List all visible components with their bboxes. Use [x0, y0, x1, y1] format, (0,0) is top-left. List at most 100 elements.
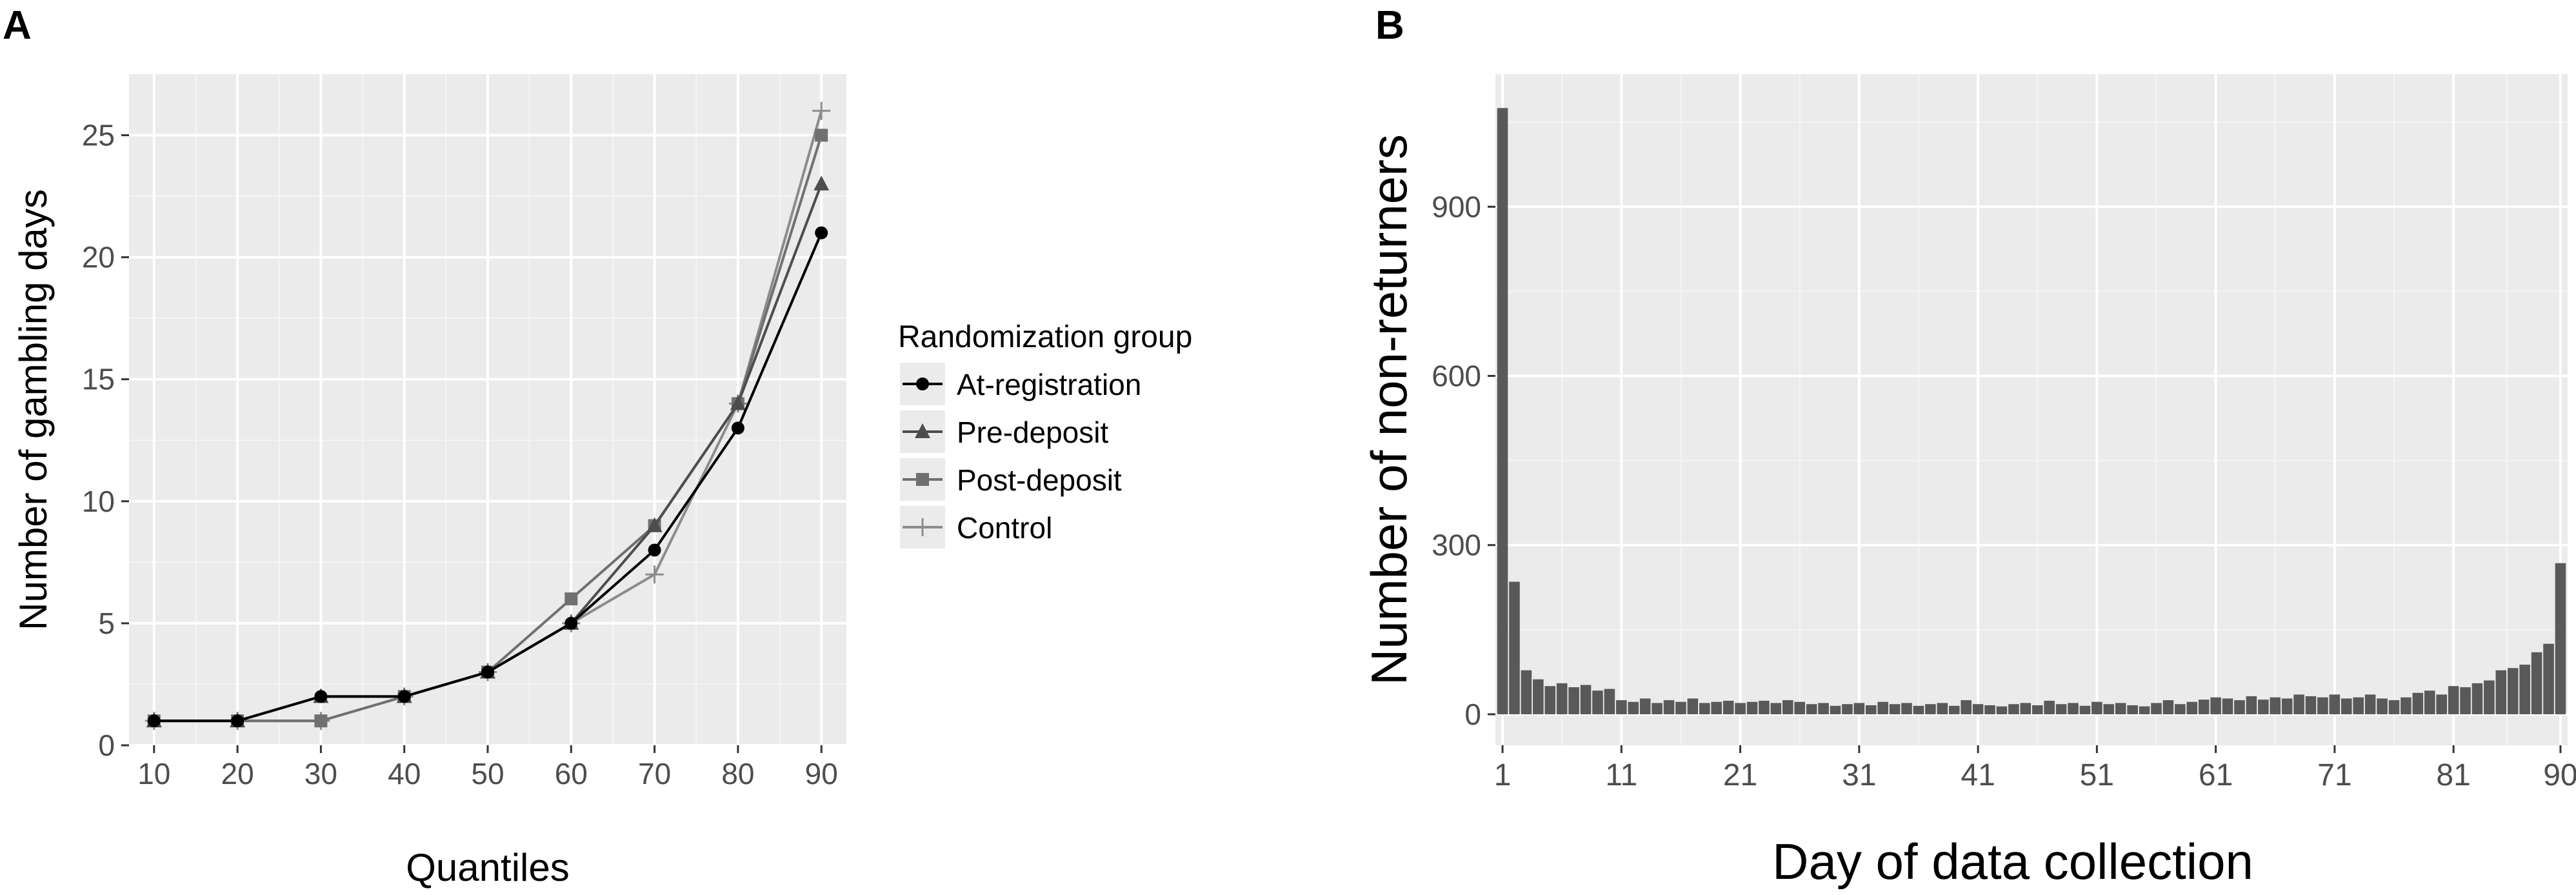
- x-tick-label: 70: [638, 757, 671, 790]
- panel-a-grid: [129, 74, 846, 747]
- bar-day-35: [1901, 703, 1912, 714]
- data-point: [648, 543, 661, 557]
- bar-day-72: [2341, 698, 2352, 714]
- legend-key-marker: [915, 423, 930, 438]
- bar-day-75: [2377, 698, 2388, 714]
- x-tick-label: 11: [1605, 758, 1637, 792]
- bar-day-25: [1782, 700, 1793, 714]
- data-point: [814, 176, 830, 191]
- bar-day-45: [2020, 703, 2032, 714]
- bar-day-29: [1830, 705, 1841, 714]
- bar-day-15: [1663, 700, 1675, 714]
- x-tick-label: 50: [471, 757, 504, 790]
- bar-day-1: [1497, 108, 1508, 714]
- bar-day-73: [2353, 697, 2364, 714]
- bar-day-54: [2127, 705, 2138, 714]
- y-tick-label: 15: [82, 363, 115, 396]
- y-tick-label: 5: [98, 607, 115, 640]
- bar-day-44: [2008, 704, 2019, 714]
- data-point: [812, 101, 831, 120]
- legend-items: At-registration Pre-deposit Post-deposit Co…: [900, 363, 1141, 548]
- panel-a-series: [145, 101, 831, 730]
- bar-day-79: [2424, 690, 2435, 714]
- bar-day-90: [2555, 563, 2566, 714]
- y-tick-label: 10: [82, 485, 115, 518]
- legend-label: Pre-deposit: [957, 416, 1108, 449]
- legend-item: Control: [900, 506, 1052, 548]
- x-tick-label: 1: [1494, 758, 1512, 792]
- data-point: [730, 395, 746, 410]
- bar-day-69: [2305, 696, 2317, 714]
- legend-key-marker: [914, 518, 932, 536]
- data-point: [231, 714, 245, 728]
- panel-a-y-ticks: 0 5 10 15 20 25: [82, 119, 129, 762]
- bar-day-40: [1961, 700, 1972, 714]
- bar-day-16: [1675, 701, 1686, 714]
- bar-day-59: [2186, 701, 2198, 714]
- panel-a: A 0 5 10 15 20 25 10 20 30 40 50 60 70 80 90 Quantile…: [3, 3, 1192, 889]
- bar-day-24: [1770, 703, 1782, 714]
- y-tick-label: 0: [98, 729, 115, 762]
- bar-day-33: [1877, 701, 1888, 714]
- bar-day-34: [1889, 704, 1901, 714]
- data-point: [564, 616, 578, 630]
- bar-day-14: [1652, 703, 1662, 714]
- data-point: [397, 690, 411, 703]
- bar-day-19: [1711, 701, 1722, 714]
- bar-day-2: [1509, 581, 1520, 714]
- bar-day-4: [1533, 679, 1544, 714]
- bar-day-23: [1759, 700, 1770, 714]
- x-tick-label: 41: [1961, 758, 1995, 792]
- x-tick-label: 90: [805, 757, 838, 790]
- bar-day-60: [2198, 699, 2210, 714]
- bar-day-83: [2471, 683, 2483, 714]
- bar-day-21: [1735, 703, 1746, 714]
- bar-day-68: [2293, 694, 2304, 714]
- legend-label: Control: [957, 511, 1052, 545]
- bar-day-67: [2281, 698, 2293, 714]
- bar-day-43: [1996, 706, 2008, 714]
- bar-day-76: [2388, 700, 2400, 714]
- x-tick-label: 30: [305, 757, 337, 790]
- data-point: [815, 128, 828, 142]
- y-tick-label: 900: [1432, 190, 1481, 223]
- bar-day-37: [1925, 704, 1936, 714]
- bar-day-66: [2270, 697, 2281, 714]
- y-tick-label: 600: [1432, 359, 1481, 393]
- x-tick-label: 40: [388, 757, 421, 790]
- legend-item: Pre-deposit: [900, 410, 1108, 453]
- panel-a-x-ticks: 10 20 30 40 50 60 70 80 90: [137, 745, 838, 790]
- bar-day-41: [1972, 704, 1984, 714]
- panel-a-legend: Randomization group At-registration Pre-d…: [898, 320, 1192, 548]
- bar-day-61: [2210, 697, 2221, 714]
- bar-day-62: [2222, 698, 2233, 714]
- bar-day-13: [1639, 698, 1651, 714]
- x-tick-label: 21: [1723, 758, 1757, 792]
- data-point: [564, 592, 578, 606]
- bar-day-58: [2175, 704, 2186, 714]
- data-point: [481, 665, 494, 679]
- bar-day-5: [1544, 686, 1556, 714]
- legend-key-marker: [916, 377, 929, 390]
- bar-day-18: [1699, 703, 1710, 714]
- bar-day-80: [2436, 694, 2447, 714]
- x-tick-label: 31: [1842, 758, 1876, 792]
- y-tick-label: 20: [82, 241, 115, 274]
- panel-b-bars: [1497, 108, 2566, 714]
- bar-day-17: [1687, 698, 1699, 714]
- x-tick-label: 71: [2317, 758, 2351, 792]
- legend-label: Post-deposit: [957, 463, 1122, 497]
- bar-day-71: [2329, 694, 2341, 714]
- panel-b-y-axis-title: Number of non-returners: [1361, 134, 1417, 685]
- bar-day-8: [1580, 685, 1592, 714]
- panel-b-y-ticks: 0 300 600 900: [1432, 190, 1495, 731]
- bar-day-38: [1937, 703, 1948, 714]
- bar-day-70: [2317, 697, 2328, 714]
- data-point: [645, 565, 664, 584]
- panel-a-letter: A: [3, 3, 32, 48]
- bar-day-47: [2044, 700, 2055, 714]
- x-tick-label: 60: [555, 757, 588, 790]
- legend-item: Post-deposit: [900, 458, 1122, 501]
- bar-day-49: [2068, 703, 2079, 714]
